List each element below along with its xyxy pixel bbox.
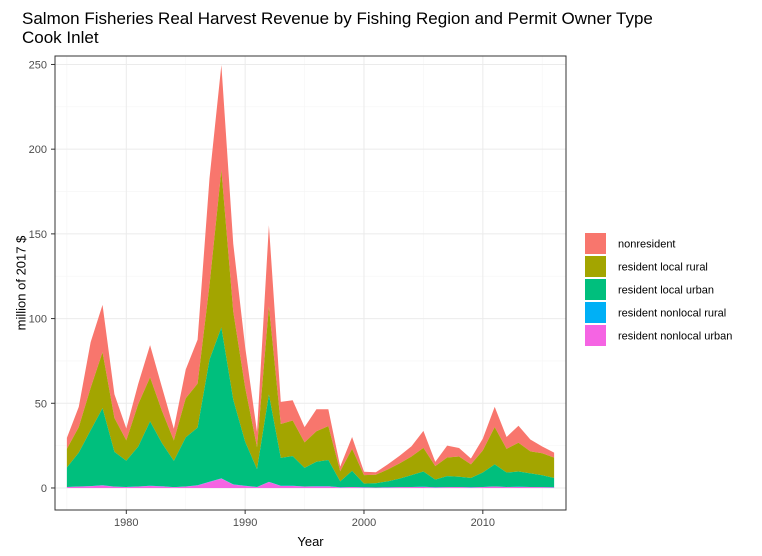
- area-nonresident: [66, 64, 555, 476]
- stacked-areas: [66, 64, 555, 488]
- legend-key-resident-nonlocal-urban: [585, 325, 606, 346]
- x-tick-label: 1980: [114, 517, 138, 529]
- y-tick-label: 250: [29, 59, 47, 71]
- chart-title: Salmon Fisheries Real Harvest Revenue by…: [22, 9, 653, 47]
- legend-label: resident nonlocal urban: [618, 331, 732, 343]
- area-resident-nonlocal-rural: [66, 478, 555, 488]
- legend-label: nonresident: [618, 239, 676, 251]
- area-resident-local-rural: [66, 170, 555, 484]
- legend-label: resident nonlocal rural: [618, 308, 726, 320]
- y-axis-title: million of 2017 $: [14, 235, 29, 330]
- legend-label: resident local urban: [618, 285, 714, 297]
- y-tick-label: 50: [35, 398, 47, 410]
- legend-label: resident local rural: [618, 262, 708, 274]
- x-tick-label: 2010: [471, 517, 495, 529]
- x-axis-title: Year: [297, 534, 324, 549]
- x-tick-label: 2000: [352, 517, 376, 529]
- legend: nonresident resident local rural resident …: [585, 233, 732, 346]
- legend-key-resident-local-urban: [585, 279, 606, 300]
- plot-panel-border: [54, 55, 567, 511]
- y-tick-label: 150: [29, 229, 47, 241]
- y-tick-label: 100: [29, 314, 47, 326]
- chart-subtitle: Cook Inlet: [22, 28, 99, 47]
- legend-key-resident-nonlocal-rural: [585, 302, 606, 323]
- legend-key-resident-local-rural: [585, 256, 606, 277]
- axis-ticks: 0 50 100 150 200 250 1980 1990 2000 2010: [29, 59, 495, 529]
- y-tick-label: 200: [29, 144, 47, 156]
- area-resident-local-urban: [66, 327, 555, 488]
- area-resident-nonlocal-urban: [66, 478, 555, 488]
- x-tick-label: 1990: [233, 517, 257, 529]
- legend-key-nonresident: [585, 233, 606, 254]
- chart-title-line: Salmon Fisheries Real Harvest Revenue by…: [22, 9, 653, 28]
- y-tick-label: 0: [41, 483, 47, 495]
